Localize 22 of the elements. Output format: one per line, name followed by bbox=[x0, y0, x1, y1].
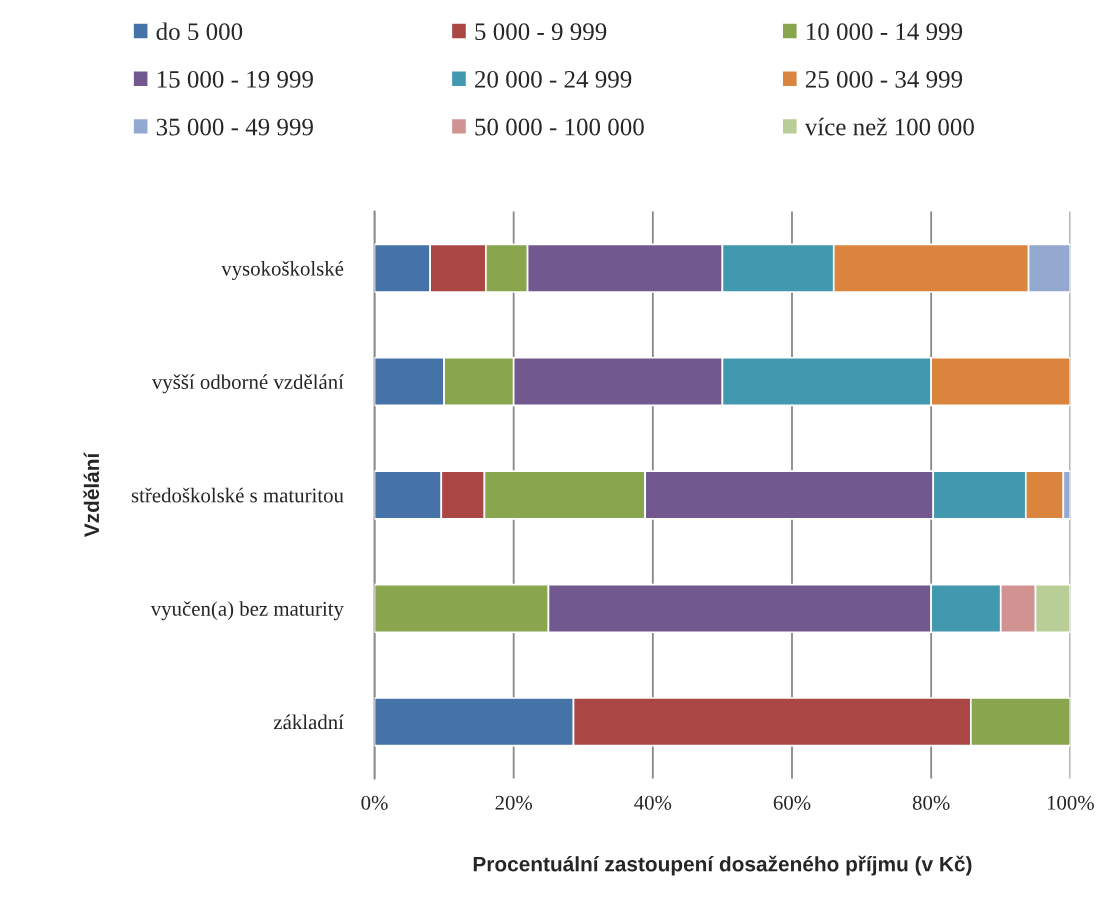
legend-label: 50 000 - 100 000 bbox=[475, 118, 644, 136]
legend-label: 25 000 - 34 999 bbox=[805, 70, 963, 88]
y-tick-label: vysokoškolské bbox=[221, 260, 344, 280]
legend-label: 5 000 - 9 999 bbox=[475, 23, 607, 41]
x-tick-label: 20% bbox=[495, 795, 533, 810]
y-axis-title: Vzdělání bbox=[83, 452, 100, 538]
legend-label: více než 100 000 bbox=[804, 117, 974, 136]
y-tick-label: základní bbox=[273, 714, 344, 730]
legend-label: 10 000 - 14 999 bbox=[806, 23, 963, 41]
y-tick-label: vyučen(a) bez maturity bbox=[150, 601, 344, 621]
legend-label: do 5 000 bbox=[156, 22, 243, 41]
x-tick-label: 100% bbox=[1047, 795, 1094, 810]
x-tick-label: 60% bbox=[773, 795, 811, 810]
y-tick-label: vyšší odborné vzdělání bbox=[151, 374, 344, 394]
x-tick-label: 0% bbox=[361, 795, 388, 810]
legend-label: 35 000 - 49 999 bbox=[156, 118, 313, 136]
y-tick-label: středoškolské s maturitou bbox=[131, 487, 344, 503]
legend-label: 20 000 - 24 999 bbox=[475, 70, 632, 88]
legend-label: 15 000 - 19 999 bbox=[157, 70, 313, 88]
x-axis-title: Procentuální zastoupení dosaženého příjmu (v Kč) bbox=[473, 855, 972, 876]
x-tick-label: 80% bbox=[912, 795, 950, 810]
x-tick-label: 40% bbox=[634, 795, 672, 810]
